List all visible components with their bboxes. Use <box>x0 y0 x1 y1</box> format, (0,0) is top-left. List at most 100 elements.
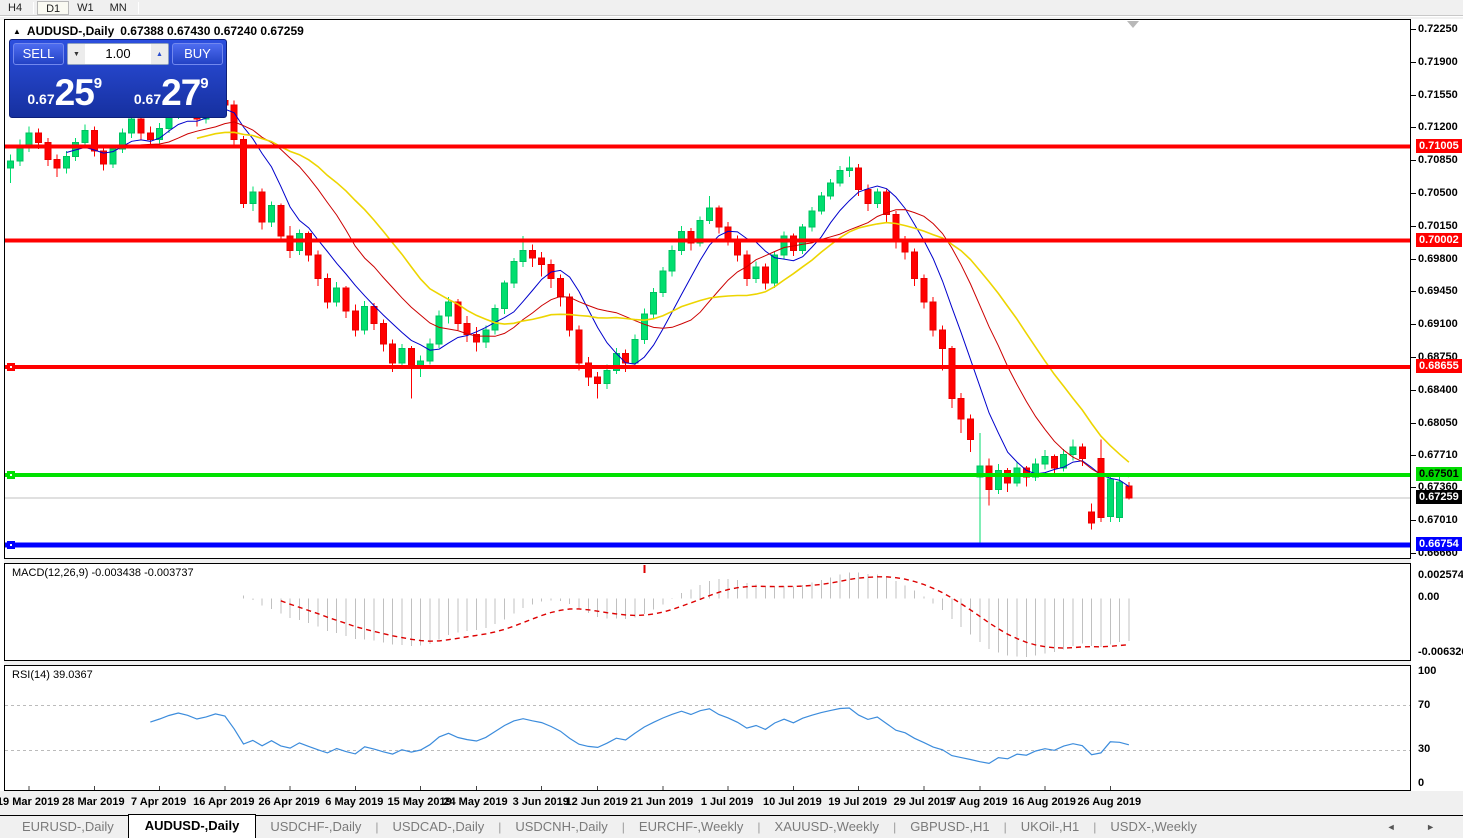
candle-body <box>761 266 769 284</box>
date-tick-label: 16 Aug 2019 <box>1012 796 1076 808</box>
price-chart-panel[interactable]: ▲ AUDUSD-,Daily 0.67388 0.67430 0.67240 … <box>4 19 1411 559</box>
candle-body <box>510 261 518 284</box>
date-tick-label: 29 Jul 2019 <box>893 796 953 808</box>
horizontal-level-line <box>5 542 1410 548</box>
price-tick-label: 0.69100 <box>1418 318 1458 331</box>
timeframe-button-h4[interactable]: H4 <box>8 1 23 14</box>
horizontal-level-line <box>5 238 1410 243</box>
price-tick-mark <box>1411 225 1416 227</box>
candle-body <box>53 158 61 169</box>
timeframe-button-d1[interactable]: D1 <box>37 0 70 15</box>
chart-tab-usdchf[interactable]: USDCHF-,Daily <box>270 819 362 834</box>
time-axis[interactable]: 19 Mar 2019 28 Mar 2019 7 Apr 2019 16 Apr 2… <box>0 791 1463 815</box>
candle-body <box>929 301 937 331</box>
line-anchor-dot <box>10 474 12 477</box>
chart-tab-gbpusd[interactable]: GBPUSD-,H1 <box>910 819 990 834</box>
candle-body <box>519 249 527 263</box>
sell-button[interactable]: SELL <box>13 43 64 65</box>
candle-body <box>314 254 322 279</box>
candle-body <box>948 348 956 399</box>
macd-signal-line <box>280 576 1129 649</box>
volume-value[interactable]: 1.00 <box>105 46 131 61</box>
candle-body <box>957 397 965 420</box>
macd-chart-canvas[interactable] <box>5 564 1410 660</box>
candle-body <box>137 118 145 134</box>
tab-separator: | <box>621 820 625 834</box>
chart-tab-eurchf[interactable]: EURCHF-,Weekly <box>638 819 744 834</box>
candle-body <box>892 214 900 242</box>
rsi-tick-label: 100 <box>1418 665 1437 677</box>
buy-button[interactable]: BUY <box>172 43 223 65</box>
candle-body <box>398 348 406 364</box>
price-tick-label: 0.69800 <box>1418 252 1458 265</box>
candle-body <box>939 329 946 350</box>
chart-tab-xauusd[interactable]: XAUUSD-,Weekly <box>774 819 880 834</box>
candle-body <box>566 296 574 331</box>
candle-body <box>16 146 24 162</box>
candle-body <box>454 301 462 324</box>
chart-tab-usdcad[interactable]: USDCAD-,Daily <box>392 819 485 834</box>
horizontal-level-line <box>5 144 1410 149</box>
date-tick-label: 28 Mar 2019 <box>62 796 125 808</box>
chart-shift-marker-icon[interactable] <box>1127 21 1139 28</box>
chart-tab-eurusd[interactable]: EURUSD-,Daily <box>22 819 114 834</box>
macd-label: MACD(12,26,9) -0.003438 -0.003737 <box>12 567 194 579</box>
bid-price-sup: 9 <box>93 75 103 92</box>
date-tick-label: 1 Jul 2019 <box>700 796 754 808</box>
candle-body <box>724 226 732 240</box>
candle-body <box>706 207 713 221</box>
volume-decrease-icon[interactable]: ▼ <box>68 44 85 64</box>
price-axis[interactable]: 0.72250 0.71900 0.71550 0.71200 0.70850 0.705… <box>1411 19 1463 791</box>
ask-price-sup: 9 <box>200 75 209 92</box>
candle-body <box>1097 457 1105 518</box>
date-tick-label: 19 Mar 2019 <box>0 796 60 808</box>
panel-splitter[interactable] <box>4 559 1411 563</box>
horizontal-level-line <box>5 364 1410 369</box>
candle-body <box>128 118 136 134</box>
collapse-panel-icon[interactable]: ▲ <box>13 26 21 36</box>
timeframe-button-w1[interactable]: W1 <box>77 1 94 14</box>
ask-price-display[interactable]: 0.67 27 9 <box>120 68 224 114</box>
macd-indicator-panel[interactable]: MACD(12,26,9) -0.003438 -0.003737 <box>4 563 1411 661</box>
date-tick-label: 16 Apr 2019 <box>193 796 255 808</box>
chart-symbol-title: ▲ AUDUSD-,Daily 0.67388 0.67430 0.67240 … <box>13 24 304 38</box>
chart-tab-usdx[interactable]: USDX-,Weekly <box>1110 819 1197 834</box>
line-anchor-dot <box>10 365 12 368</box>
candle-body <box>407 348 415 368</box>
candle-body <box>323 277 331 303</box>
ohlc-quote-label: 0.67388 0.67430 0.67240 0.67259 <box>120 24 304 38</box>
candle-body <box>44 141 52 160</box>
candle-body <box>715 207 723 228</box>
volume-stepper: ▼ 1.00 ▲ <box>67 43 169 65</box>
panel-splitter[interactable] <box>4 661 1411 665</box>
bid-price-display[interactable]: 0.67 25 9 <box>13 68 117 114</box>
rsi-label: RSI(14) 39.0367 <box>12 669 93 681</box>
timeframe-button-mn[interactable]: MN <box>109 1 127 14</box>
rsi-chart-canvas[interactable] <box>5 666 1410 790</box>
rsi-indicator-panel[interactable]: RSI(14) 39.0367 <box>4 665 1411 791</box>
chart-tab-audusd[interactable]: AUDUSD-,Daily <box>127 814 257 838</box>
candle-body <box>500 282 508 309</box>
price-tick-mark <box>1411 454 1416 456</box>
candle-body <box>109 148 117 165</box>
candle-body <box>305 232 313 256</box>
candle-body <box>426 343 434 362</box>
candle-body <box>808 210 816 228</box>
chart-tab-usdcnh[interactable]: USDCNH-,Daily <box>515 819 608 834</box>
candle-body <box>920 277 928 303</box>
ma-mid-line <box>131 121 1130 478</box>
price-tick-mark <box>1411 291 1416 293</box>
current-price-badge: 0.67259 <box>1416 489 1462 504</box>
rsi-value: 39.0367 <box>52 669 93 681</box>
candle-body <box>594 376 602 384</box>
price-chart-canvas[interactable] <box>5 20 1410 558</box>
rsi-name: RSI(14) <box>12 669 50 681</box>
candle-body <box>258 191 266 223</box>
tab-scroll-arrows-icon[interactable]: ◄ ► <box>1386 822 1449 832</box>
date-tick-label: 12 Jun 2019 <box>565 796 628 808</box>
chart-tab-ukoil[interactable]: UKOil-,H1 <box>1020 819 1080 834</box>
date-tick-label: 3 Jun 2019 <box>512 796 569 808</box>
volume-increase-icon[interactable]: ▲ <box>151 44 168 64</box>
price-tick-mark <box>1411 553 1416 554</box>
